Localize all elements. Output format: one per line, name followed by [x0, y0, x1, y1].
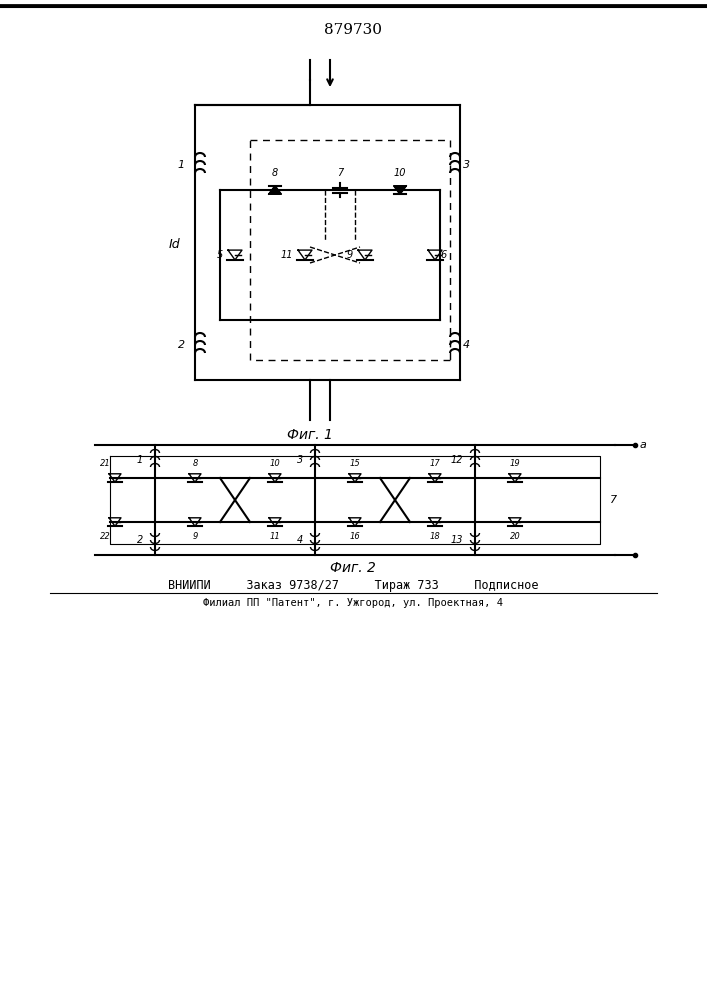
- Text: 17: 17: [430, 459, 440, 468]
- Polygon shape: [394, 186, 407, 194]
- Text: 9: 9: [192, 532, 198, 541]
- Text: Филиал ПП "Патент", г. Ужгород, ул. Проектная, 4: Филиал ПП "Патент", г. Ужгород, ул. Прое…: [203, 598, 503, 608]
- Text: 1: 1: [136, 455, 143, 465]
- Text: 16: 16: [350, 532, 361, 541]
- Text: 8: 8: [272, 168, 278, 178]
- Text: 21: 21: [100, 459, 110, 468]
- Text: 12: 12: [450, 455, 463, 465]
- Text: 8: 8: [192, 459, 198, 468]
- Text: 11: 11: [269, 532, 281, 541]
- Text: 7: 7: [337, 168, 343, 178]
- Polygon shape: [269, 186, 281, 194]
- Text: 9: 9: [346, 250, 353, 260]
- Text: 879730: 879730: [324, 23, 382, 37]
- Text: 15: 15: [350, 459, 361, 468]
- Text: 3: 3: [463, 160, 470, 170]
- Text: 20: 20: [510, 532, 520, 541]
- Text: Id: Id: [168, 238, 180, 251]
- Text: 10: 10: [269, 459, 281, 468]
- Text: 4: 4: [297, 535, 303, 545]
- Text: 1: 1: [178, 160, 185, 170]
- Text: a: a: [640, 440, 647, 450]
- Text: 13: 13: [450, 535, 463, 545]
- Text: 18: 18: [430, 532, 440, 541]
- Text: 2: 2: [136, 535, 143, 545]
- Text: 22: 22: [100, 532, 110, 541]
- Text: 4: 4: [463, 340, 470, 350]
- Text: 7: 7: [610, 495, 617, 505]
- Text: Фиг. 1: Фиг. 1: [287, 428, 333, 442]
- Text: 3: 3: [297, 455, 303, 465]
- Text: 19: 19: [510, 459, 520, 468]
- Text: Фиг. 2: Фиг. 2: [330, 561, 376, 575]
- Text: 2: 2: [178, 340, 185, 350]
- Text: 10: 10: [394, 168, 407, 178]
- Text: ВНИИПИ     Заказ 9738/27     Тираж 733     Подписное: ВНИИПИ Заказ 9738/27 Тираж 733 Подписное: [168, 578, 538, 591]
- Text: 11: 11: [281, 250, 293, 260]
- Text: 6: 6: [440, 250, 446, 260]
- Text: 5: 5: [217, 250, 223, 260]
